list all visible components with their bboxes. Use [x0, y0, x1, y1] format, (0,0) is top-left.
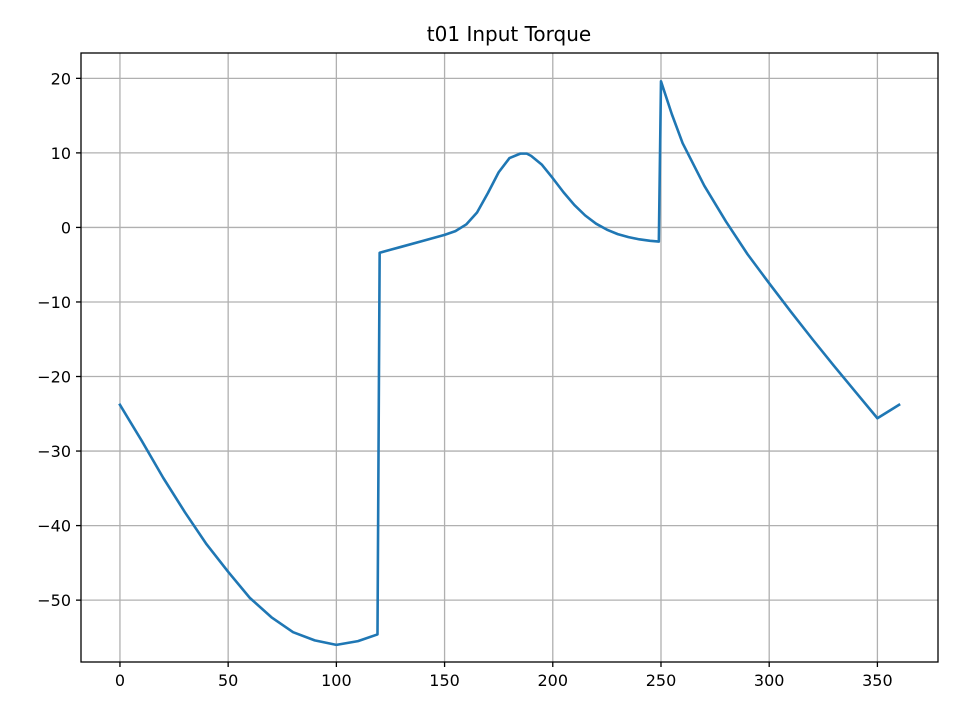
series-line [118, 80, 901, 647]
x-tick-label: 100 [321, 671, 352, 690]
plot-frame [80, 52, 939, 663]
y-tick-label: −20 [37, 368, 71, 387]
x-tick-label: 50 [218, 671, 238, 690]
x-tick-label: 200 [538, 671, 569, 690]
x-tick-label: 300 [754, 671, 785, 690]
y-tick-label: −10 [37, 293, 71, 312]
x-tick-label: 150 [429, 671, 460, 690]
tick-layer: 0 50 100 150 200 250 300 350 −50 −40 −30 −20 −10 0 10 2… [37, 69, 892, 690]
chart-title: t01 Input Torque [427, 22, 591, 46]
x-tick-label: 250 [646, 671, 677, 690]
y-tick-label: −30 [37, 442, 71, 461]
x-tick-label: 0 [115, 671, 125, 690]
y-tick-label: 0 [61, 218, 71, 237]
y-tick-label: −50 [37, 591, 71, 610]
x-tick-label: 350 [862, 671, 893, 690]
y-tick-label: 10 [51, 144, 71, 163]
series-layer [118, 80, 901, 647]
y-tick-label: −40 [37, 517, 71, 536]
y-tick-label: 20 [51, 69, 71, 88]
